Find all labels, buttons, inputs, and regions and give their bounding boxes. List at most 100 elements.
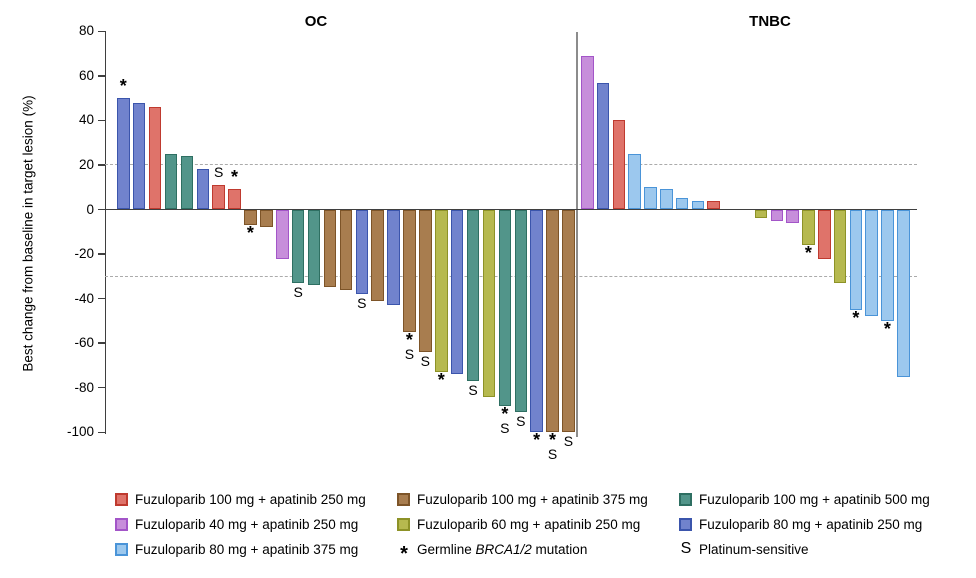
y-tick-label: -80 [74,379,94,395]
y-tick-label: 0 [86,201,94,217]
bar [546,209,559,433]
bar [228,189,241,210]
legend-item: Fuzuloparib 60 mg + apatinib 250 mg [397,516,640,532]
y-tick-label: -60 [74,335,94,351]
platinum-s-annotation: S [293,284,303,301]
legend-item: Fuzuloparib 100 mg + apatinib 500 mg [679,491,930,507]
bar [644,187,657,210]
panel-title: OC [304,13,328,30]
platinum-s-annotation: S [357,295,367,312]
bar [514,209,527,413]
legend-label: Fuzuloparib 100 mg + apatinib 375 mg [417,491,648,507]
legend-label: Fuzuloparib 60 mg + apatinib 250 mg [417,516,641,532]
bar [628,153,641,210]
bar [276,209,289,259]
y-tick-label: 60 [78,67,94,83]
y-tick-label: -40 [74,290,94,306]
bar [581,55,594,210]
brca-star-annotation: * [804,243,812,264]
brca-star-annotation: * [405,330,413,351]
legend-label: Fuzuloparib 80 mg + apatinib 250 mg [699,516,923,532]
legend-item: Fuzuloparib 100 mg + apatinib 250 mg [115,491,366,507]
bar [660,189,673,210]
platinum-s-annotation: S [468,382,478,399]
legend-label: Fuzuloparib 40 mg + apatinib 250 mg [135,516,359,532]
legend-swatch-icon [679,492,692,506]
platinum-s-annotation: S [213,163,224,180]
y-tick-mark [98,386,105,389]
legend-swatch-icon [115,492,128,506]
bar [466,209,480,382]
bar [132,102,146,210]
platinum-s-annotation: S [500,419,510,436]
legend-label: Fuzuloparib 100 mg + apatinib 250 mg [135,491,366,507]
brca-star-annotation: * [119,76,127,97]
bar [403,209,416,333]
y-tick-mark [98,75,105,77]
legend-swatch-icon [679,517,692,531]
bar [148,107,162,210]
legend-label: Fuzuloparib 80 mg + apatinib 375 mg [135,541,359,557]
legend-item: Fuzuloparib 100 mg + apatinib 375 mg [397,491,648,507]
legend-item: S Platinum-sensitive [679,540,809,557]
platinum-s-annotation: S [563,433,574,450]
y-tick-mark [98,297,105,300]
panel-separator [576,32,578,437]
bar [307,209,321,286]
brca-star-annotation: * [231,167,239,188]
bar [530,209,543,433]
bar [371,209,384,301]
bar [180,156,194,210]
bar [117,98,130,210]
bar [818,209,831,259]
bar [802,209,815,246]
y-tick-label: 40 [78,112,94,128]
bar [212,184,225,210]
legend-swatch-icon [397,492,410,506]
brca-star-annotation: * [437,370,445,391]
y-tick-mark [98,253,105,255]
brca-star-annotation: * [246,223,254,244]
brca-star-annotation: * [533,430,541,451]
y-tick-mark [98,431,105,434]
y-tick-label: 80 [78,23,94,39]
bar [450,209,464,375]
brca-star-annotation: * [883,318,891,339]
bar [482,209,496,397]
brca-star-annotation: * [852,307,860,328]
y-tick-mark [98,30,105,33]
bar [881,209,894,321]
y-tick-mark [98,164,105,166]
bar [435,209,448,373]
legend-item: * Germline BRCA1/2 mutation [397,541,588,565]
bar [770,209,784,221]
legend-item: Fuzuloparib 40 mg + apatinib 250 mg [115,516,358,532]
bar [164,153,178,210]
legend-label: Fuzuloparib 100 mg + apatinib 500 mg [699,491,930,507]
bar [849,209,863,310]
bar [291,209,305,284]
y-axis-line [104,31,106,435]
brca-star-annotation: * [501,403,509,424]
legend-swatch-icon [115,542,128,556]
platinum-s-annotation: S [404,346,415,363]
bar [865,209,878,317]
bar [754,209,768,219]
bar [196,169,209,210]
platinum-s-icon: S [680,540,692,557]
y-tick-mark [98,342,105,344]
y-axis-label: Best change from baseline in target lesi… [20,95,36,372]
reference-line [105,164,917,166]
platinum-s-annotation: S [547,446,558,463]
legend-label: Platinum-sensitive [699,541,809,557]
zero-axis-line [104,208,917,211]
legend-swatch-icon [115,517,128,531]
bar [562,209,575,433]
bar [323,209,337,288]
panel-title: TNBC [749,13,791,30]
bar [612,120,626,210]
bar [260,209,273,228]
bar [355,209,368,295]
legend-label: Germline BRCA1/2 mutation [417,541,588,557]
